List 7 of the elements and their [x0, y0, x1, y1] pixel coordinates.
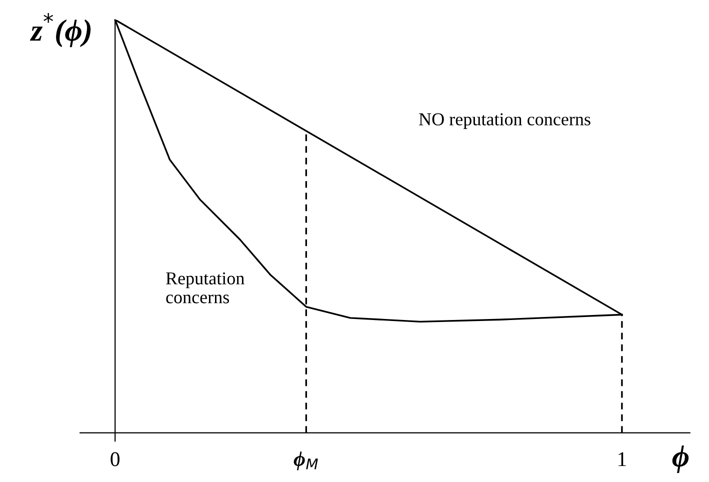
annotation: NO reputation concerns: [419, 113, 590, 130]
x-tick-label: ϕ$_{M}$: [294, 452, 318, 470]
y-axis-title: z$^{*}$(ϕ): [30, 13, 91, 48]
x-tick-label: 0: [110, 452, 120, 466]
annotation: Reputation concerns: [166, 272, 244, 304]
x-axis-title: ϕ: [672, 446, 689, 473]
x-tick-label: 1: [618, 452, 626, 466]
